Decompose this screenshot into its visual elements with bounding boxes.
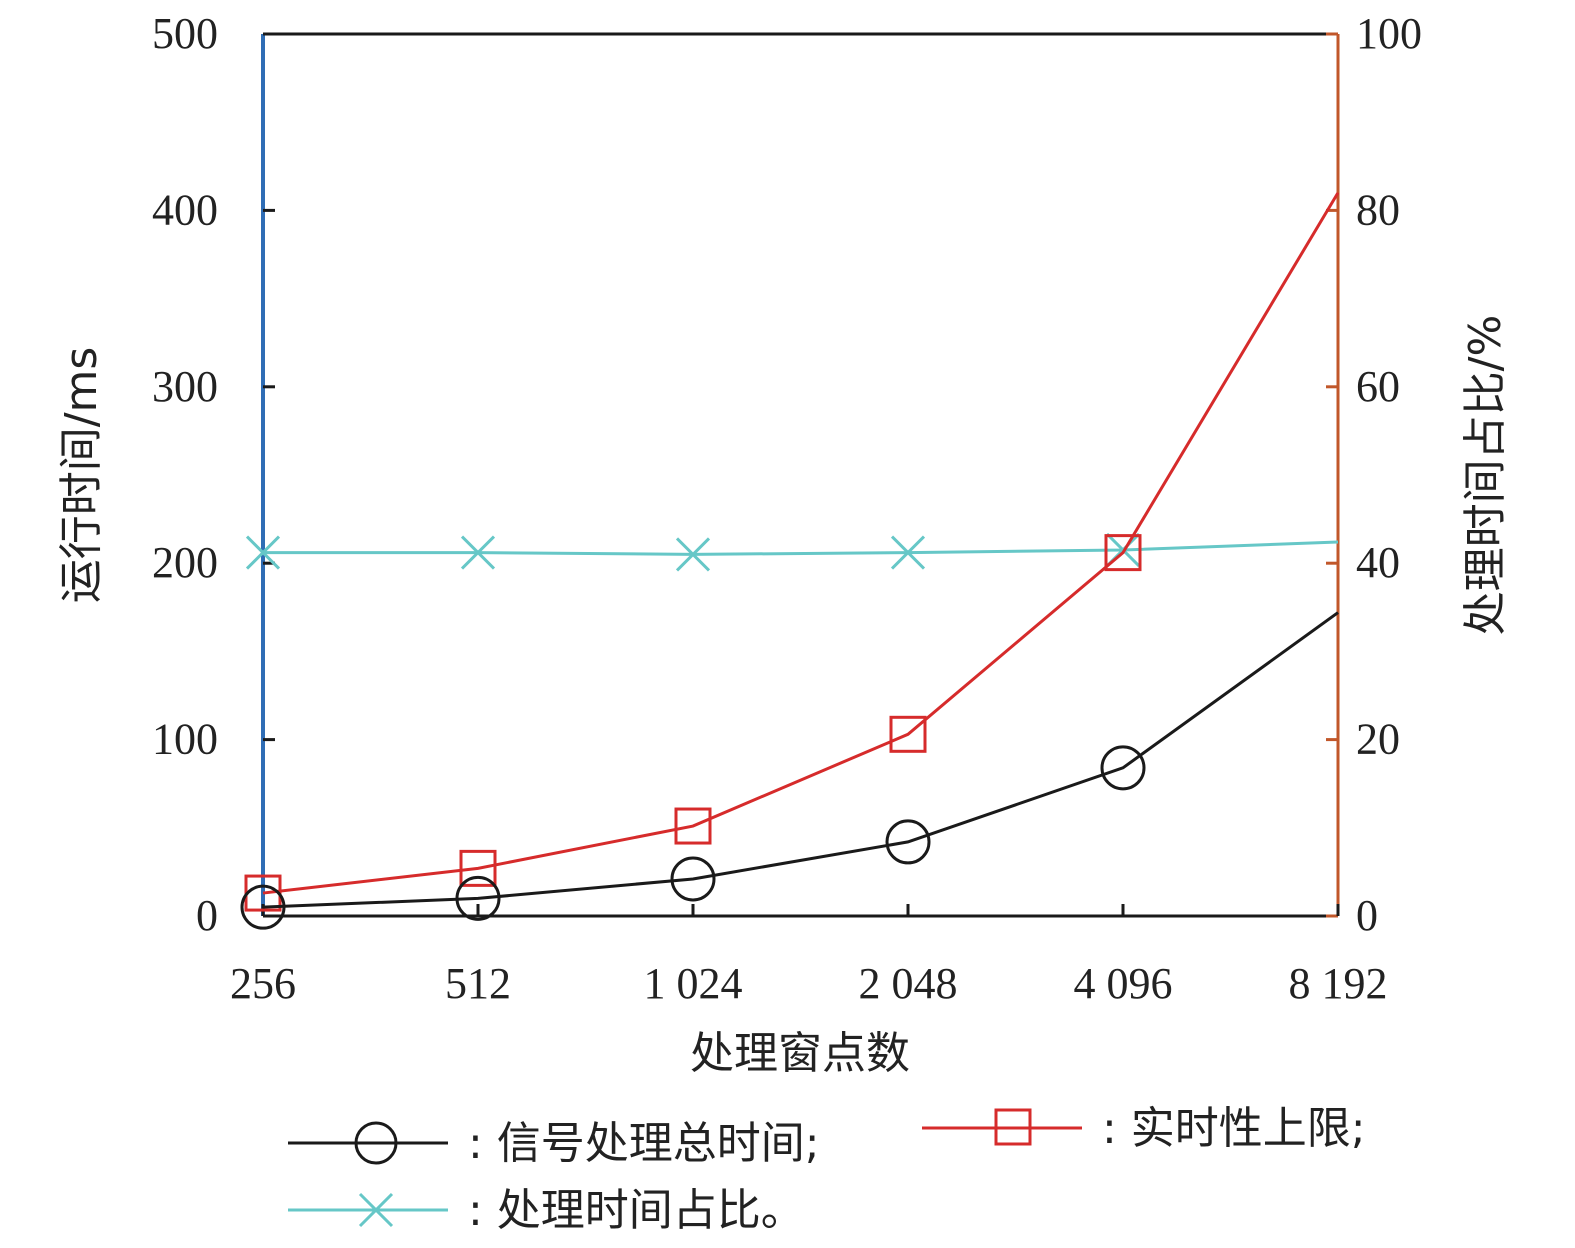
left-tick-label: 200 <box>152 538 218 587</box>
data-point-circle <box>1100 745 1146 791</box>
x-tick-label: 2 048 <box>859 959 958 1008</box>
series-line-1 <box>262 191 1340 895</box>
legend-marker-realtime-limit <box>994 1108 1032 1146</box>
x-axis-ticks: 256 512 1 024 2 048 4 096 8 192 <box>230 904 1388 1008</box>
legend-label-processing-ratio: : 处理时间占比。 <box>468 1185 805 1236</box>
legend-label-total-time: : 信号处理总时间; <box>468 1118 820 1169</box>
right-tick-label: 0 <box>1356 891 1378 940</box>
right-axis-title: 处理时间占比/% <box>1460 315 1511 636</box>
x-tick-label: 256 <box>230 959 296 1008</box>
legend-label-realtime-limit: : 实时性上限; <box>1102 1103 1366 1154</box>
legend-item-processing-ratio: : 处理时间占比。 <box>288 1185 805 1236</box>
left-tick-label: 400 <box>152 185 218 234</box>
right-tick-label: 20 <box>1356 715 1400 764</box>
data-point-circle <box>670 856 716 902</box>
plot-frame <box>261 32 1340 918</box>
right-tick-label: 100 <box>1356 9 1422 58</box>
left-tick-label: 100 <box>152 715 218 764</box>
right-tick-label: 40 <box>1356 538 1400 587</box>
data-point-x <box>675 537 711 572</box>
data-point-x <box>460 535 496 570</box>
legend-marker-processing-ratio <box>358 1192 394 1228</box>
data-point-circle <box>885 819 931 865</box>
data-point-x <box>245 535 281 570</box>
right-axis-ticks: 0 20 40 60 80 100 <box>1326 9 1422 940</box>
left-tick-label: 500 <box>152 9 218 58</box>
legend-item-realtime-limit: : 实时性上限; <box>922 1103 1366 1154</box>
left-axis-title: 运行时间/ms <box>56 347 107 604</box>
right-tick-label: 80 <box>1356 185 1400 234</box>
x-tick-label: 512 <box>445 959 511 1008</box>
data-point-square <box>459 849 497 887</box>
series-2 <box>245 532 1339 572</box>
series-layer <box>240 191 1340 930</box>
left-tick-label: 300 <box>152 362 218 411</box>
series-0 <box>240 611 1339 930</box>
x-tick-label: 4 096 <box>1074 959 1173 1008</box>
data-point-circle <box>240 884 286 930</box>
legend-item-total-time: : 信号处理总时间; <box>288 1118 820 1169</box>
left-tick-label: 0 <box>196 891 218 940</box>
series-line-0 <box>262 611 1339 909</box>
x-axis-title: 处理窗点数 <box>690 1028 910 1079</box>
legend: : 信号处理总时间; : 实时性上限; : 处理时间占比。 <box>288 1103 1366 1236</box>
x-tick-label: 8 192 <box>1289 959 1388 1008</box>
data-point-square <box>889 715 927 753</box>
data-point-square <box>1104 534 1142 572</box>
data-point-circle <box>455 875 501 921</box>
data-point-x <box>890 535 926 570</box>
legend-marker-total-time <box>354 1121 398 1165</box>
series-line-2 <box>263 540 1339 556</box>
left-axis-ticks: 0 100 200 300 400 500 <box>152 9 275 940</box>
x-tick-label: 1 024 <box>644 959 743 1008</box>
right-tick-label: 60 <box>1356 362 1400 411</box>
data-point-square <box>674 807 712 845</box>
